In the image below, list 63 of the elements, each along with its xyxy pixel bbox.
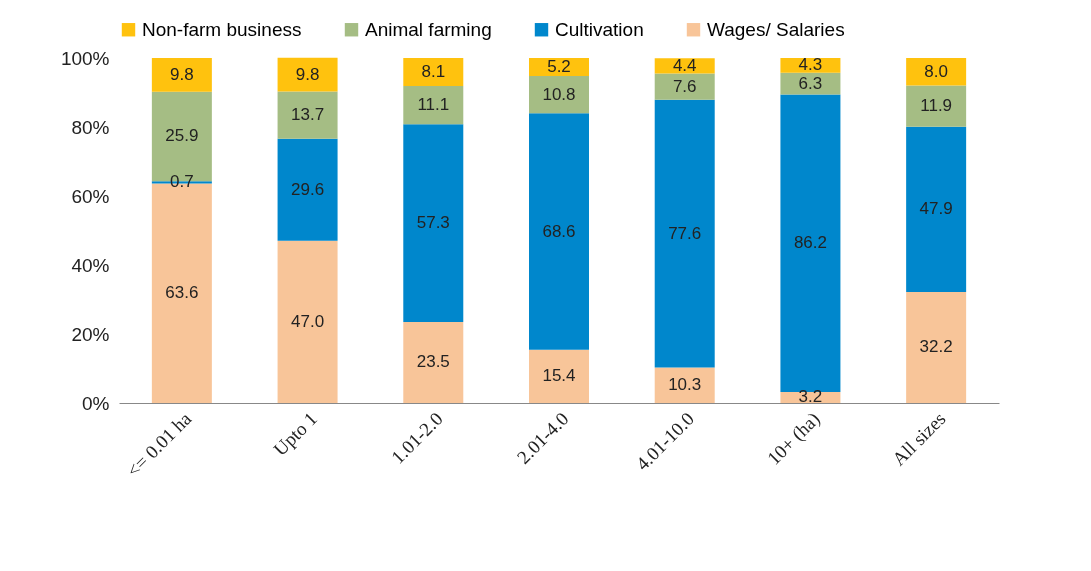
- bar: [403, 58, 464, 86]
- legend-label: Wages/ Salaries: [707, 18, 845, 40]
- y-tick-label: 100%: [60, 47, 110, 69]
- bar: [277, 57, 338, 92]
- data-label: 10.3: [668, 375, 702, 395]
- bar: [529, 75, 589, 114]
- data-label: 4.3: [798, 55, 823, 75]
- bar: [151, 58, 212, 92]
- x-tick-label: All sizes: [888, 408, 950, 470]
- bar: [906, 85, 967, 127]
- y-tick-label: 80%: [71, 116, 110, 138]
- data-label: 9.8: [170, 64, 194, 84]
- y-tick-label: 20%: [71, 323, 110, 345]
- legend-label: Non-farm business: [142, 18, 302, 40]
- data-label: 77.6: [668, 223, 702, 243]
- data-label: 8.1: [421, 61, 446, 81]
- data-label: 63.6: [165, 283, 199, 303]
- bar: [654, 58, 715, 74]
- y-tick-label: 40%: [71, 254, 110, 276]
- data-label: 57.3: [416, 213, 450, 233]
- data-label: 86.2: [793, 233, 827, 253]
- data-label: 11.1: [417, 95, 450, 115]
- data-label: 11.9: [920, 96, 953, 116]
- bar: [403, 124, 464, 322]
- bar: [780, 72, 841, 95]
- data-label: 29.6: [291, 179, 325, 199]
- data-label: 13.7: [291, 105, 325, 125]
- bar: [654, 73, 715, 100]
- bar: [654, 99, 715, 368]
- bar: [529, 113, 589, 350]
- bar: [403, 321, 464, 403]
- data-label: 10.8: [542, 84, 576, 104]
- data-label: 3.2: [798, 387, 823, 407]
- bar: [906, 291, 967, 403]
- bar: [403, 85, 464, 125]
- bar: [906, 126, 967, 292]
- y-tick-label: 60%: [71, 185, 110, 207]
- data-label: 47.0: [291, 311, 325, 331]
- data-label: 7.6: [672, 76, 697, 96]
- data-label: 23.5: [416, 352, 450, 372]
- bar: [906, 58, 967, 86]
- x-tick-label: <= 0.01 ha: [122, 407, 196, 482]
- bar: [654, 367, 715, 403]
- data-label: 8.0: [924, 61, 948, 81]
- x-tick-label: 10+ (ha): [763, 408, 825, 470]
- bar: [780, 94, 841, 392]
- data-label: 32.2: [919, 337, 953, 357]
- data-label: 5.2: [547, 56, 571, 76]
- data-label: 25.9: [165, 126, 199, 146]
- data-label: 68.6: [542, 221, 576, 241]
- y-tick-label: 0%: [82, 392, 110, 414]
- legend-label: Cultivation: [555, 18, 644, 40]
- data-label: 9.8: [295, 64, 320, 84]
- x-tick-label: Upto 1: [269, 408, 322, 460]
- data-label: 15.4: [542, 366, 576, 386]
- data-label: 4.4: [672, 55, 697, 75]
- bar: [277, 91, 338, 139]
- bar: [277, 138, 338, 241]
- bar: [277, 240, 338, 403]
- bar: [529, 349, 589, 403]
- legend-label: Animal farming: [365, 18, 492, 40]
- data-label: 6.3: [798, 73, 823, 93]
- data-label: 47.9: [919, 199, 953, 219]
